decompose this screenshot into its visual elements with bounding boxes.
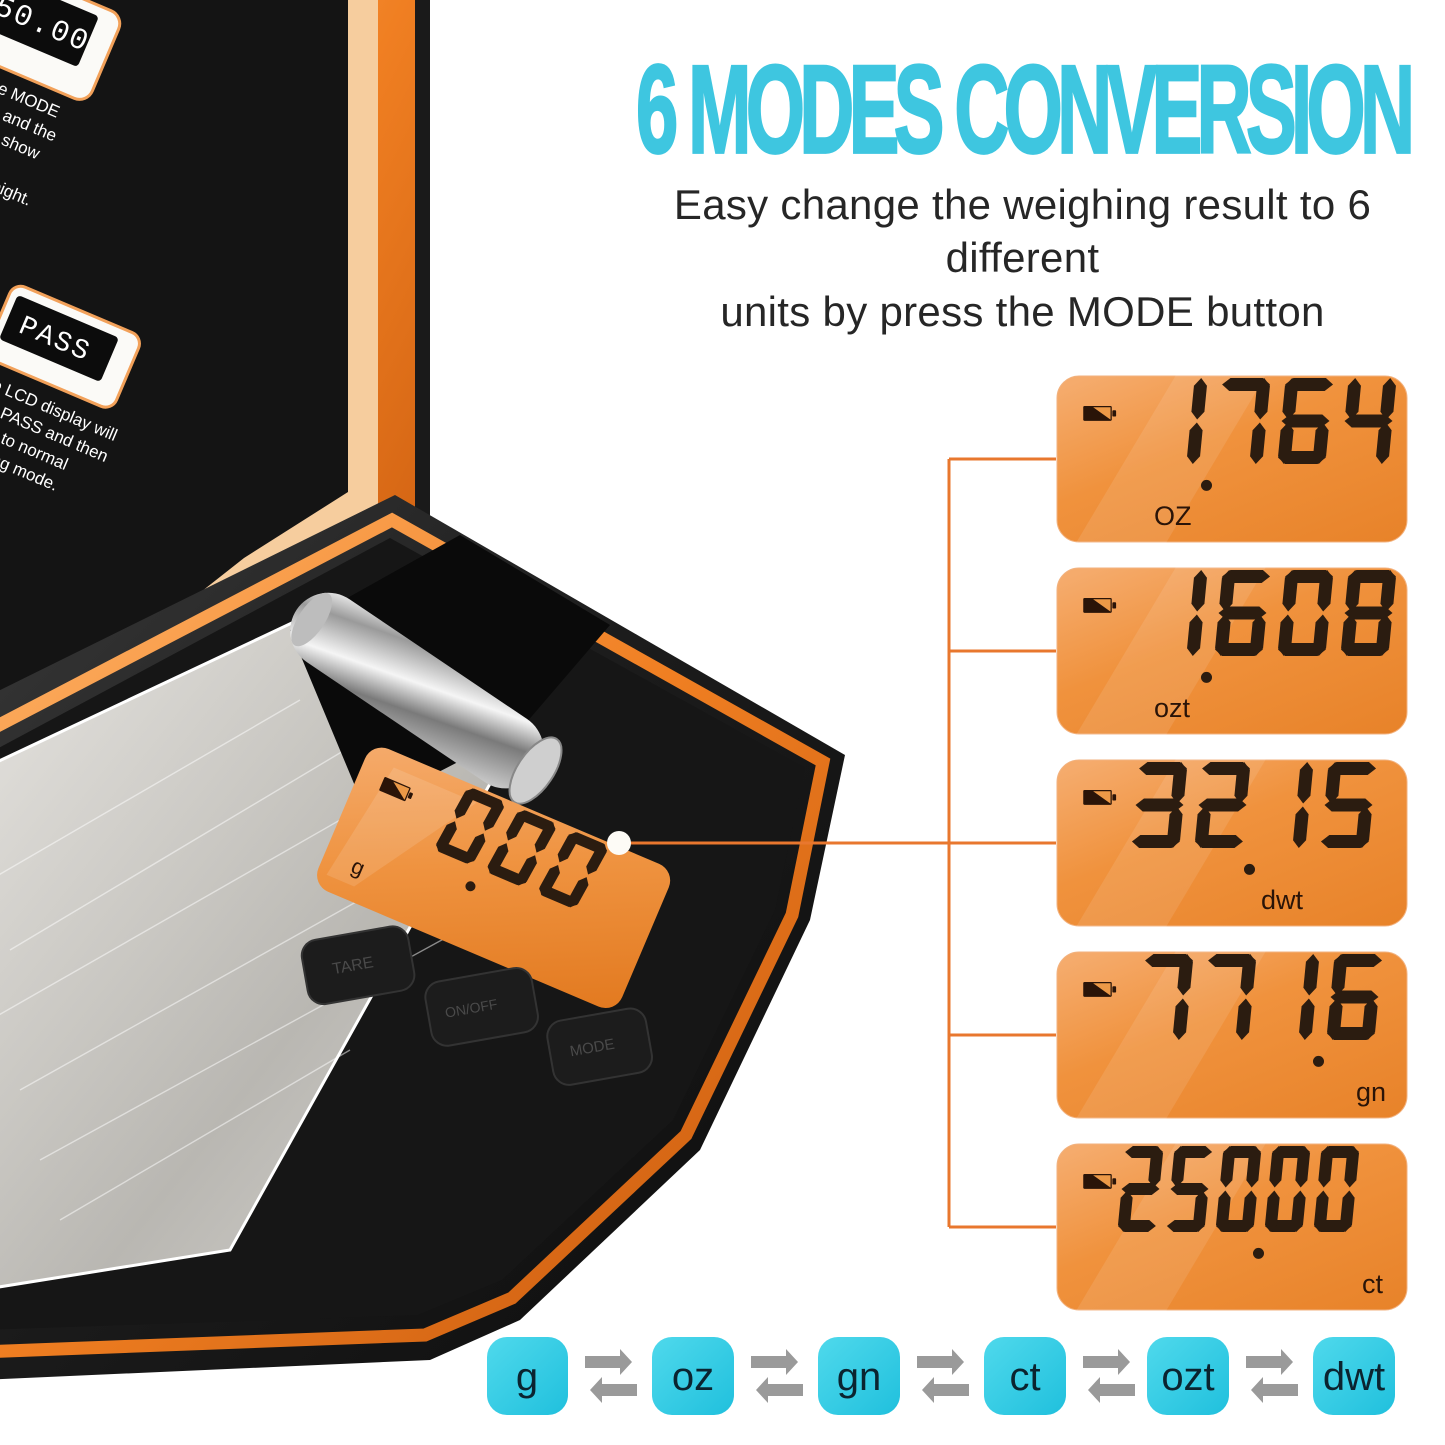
svg-text:dwt: dwt	[1261, 885, 1304, 915]
svg-text:ct: ct	[1009, 1355, 1040, 1399]
svg-text:gn: gn	[837, 1355, 882, 1399]
svg-text:ozt: ozt	[1154, 693, 1191, 723]
svg-text:dwt: dwt	[1323, 1355, 1385, 1399]
svg-text:ct: ct	[1362, 1269, 1384, 1299]
svg-text:g: g	[516, 1355, 538, 1399]
svg-text:gn: gn	[1356, 1077, 1386, 1107]
svg-text:ozt: ozt	[1161, 1355, 1214, 1399]
svg-text:oz: oz	[672, 1355, 714, 1399]
svg-text:OZ: OZ	[1154, 501, 1192, 531]
